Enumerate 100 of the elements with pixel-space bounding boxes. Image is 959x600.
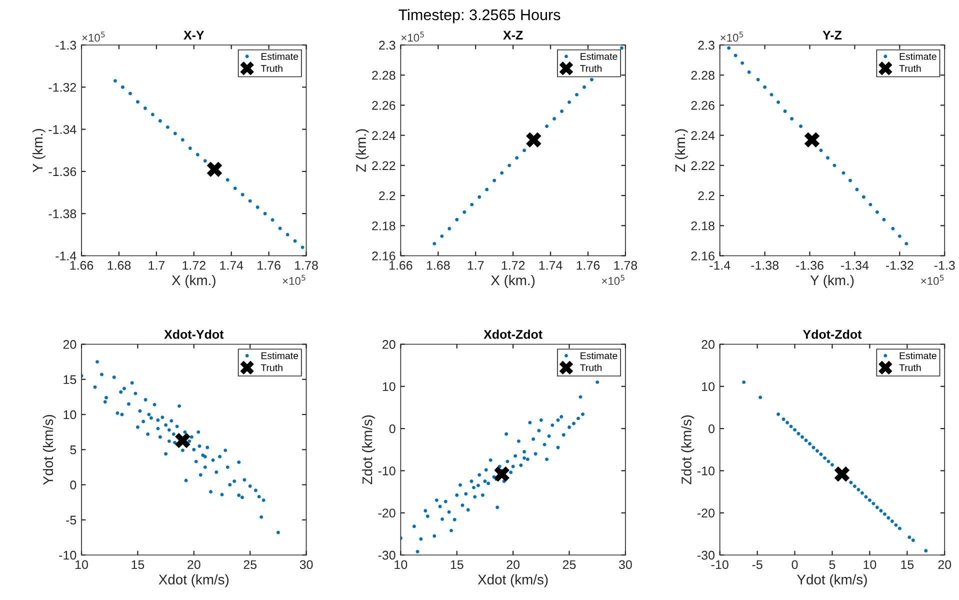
x-tick-label: -1.36	[796, 260, 824, 270]
y-tick-label: 10	[64, 410, 76, 420]
point	[879, 509, 883, 512]
y-tick-label: -5	[66, 516, 76, 525]
legend-label: Estimate	[900, 52, 936, 60]
y-tick-label: -10	[697, 466, 714, 476]
point	[783, 110, 787, 113]
point	[113, 79, 117, 83]
y-tick-label: 2.3	[379, 40, 396, 50]
x-tick-label: 1.68	[426, 260, 450, 270]
chart-title: Y-Z	[822, 30, 842, 40]
x-tick-label: 1.76	[576, 260, 600, 270]
x-tick-label: 1.74	[220, 261, 244, 270]
point	[734, 54, 738, 58]
chart-title: X-Z	[503, 30, 523, 40]
legend-label: Estimate	[261, 352, 298, 360]
x-tick-label: 1.68	[108, 260, 131, 270]
point	[226, 178, 230, 182]
point	[256, 206, 260, 210]
x-tick-label: 30	[618, 560, 632, 570]
point	[440, 234, 444, 238]
x-tick-label: -1.34	[841, 260, 869, 270]
point	[823, 456, 826, 460]
point	[868, 498, 872, 502]
chart-title: X-Y	[184, 30, 204, 40]
point	[819, 148, 823, 152]
point	[136, 100, 140, 104]
y-tick-label: -1.4	[56, 252, 76, 260]
x-tick-label: 1.66	[389, 260, 412, 270]
x-axis-title: Xdot (km/s)	[478, 574, 548, 588]
x-tick-label: -1.3	[934, 260, 955, 270]
point	[462, 210, 466, 214]
point	[800, 435, 804, 439]
point	[868, 202, 872, 206]
x-tick-label: 15	[132, 560, 144, 570]
point	[300, 246, 304, 250]
x-tick-label: 20	[506, 560, 520, 570]
x-tick-label: 15	[450, 560, 464, 570]
legend-label: Estimate	[580, 52, 618, 60]
point	[770, 92, 774, 96]
point	[448, 226, 452, 230]
point	[826, 460, 830, 464]
point	[470, 202, 474, 206]
legend-label: Truth	[580, 64, 602, 72]
x-tick-label: 1.72	[182, 260, 206, 270]
point	[560, 110, 564, 113]
point	[568, 100, 571, 104]
point	[286, 232, 290, 236]
point	[793, 428, 797, 432]
point	[862, 195, 866, 199]
point	[180, 138, 184, 142]
y-tick-label: -10	[59, 550, 76, 560]
y-tick-label: 2.2	[379, 191, 396, 200]
y-tick-label: 2.18	[372, 221, 396, 230]
point	[786, 420, 790, 424]
point	[166, 125, 170, 129]
point	[120, 85, 124, 89]
x-tick-label: 20	[938, 560, 952, 570]
point	[898, 526, 902, 530]
point	[248, 199, 252, 203]
point	[886, 516, 890, 520]
y-axis-title: Z (km.)	[674, 129, 688, 172]
legend-label: Truth	[899, 364, 921, 372]
point	[872, 502, 876, 506]
point	[758, 396, 762, 400]
point	[196, 152, 200, 156]
point	[891, 226, 895, 230]
point	[432, 242, 436, 246]
point	[747, 70, 751, 74]
y-tick-label: -30	[378, 550, 396, 560]
legend-label: Truth	[260, 364, 282, 372]
point	[808, 442, 812, 446]
point	[552, 117, 556, 120]
point	[233, 186, 237, 190]
y-tick-label: 2.26	[691, 101, 714, 110]
y-tick-label: 2.24	[691, 131, 715, 140]
point	[270, 218, 274, 222]
y-tick-label: -20	[378, 508, 396, 518]
point	[756, 78, 760, 82]
x-tick-label: -1.38	[751, 260, 779, 270]
point	[582, 85, 586, 89]
x-tick-label: 1.78	[614, 260, 638, 270]
x-tick-label: -1.4	[710, 261, 730, 270]
x-tick-label: 1.72	[502, 260, 525, 270]
point	[763, 85, 767, 89]
y-axis-title: Z (km.)	[356, 129, 369, 172]
x-axis-title: X (km.)	[491, 275, 535, 288]
point	[515, 156, 519, 160]
point	[508, 164, 512, 168]
point	[804, 438, 808, 442]
point	[890, 520, 894, 524]
point	[804, 132, 820, 148]
y-tick-label: 0	[708, 424, 714, 434]
point	[796, 432, 800, 436]
point	[834, 466, 850, 482]
point	[263, 212, 267, 216]
point	[158, 119, 162, 123]
point	[819, 452, 823, 456]
point	[898, 234, 902, 238]
legend-label: Estimate	[580, 352, 618, 360]
